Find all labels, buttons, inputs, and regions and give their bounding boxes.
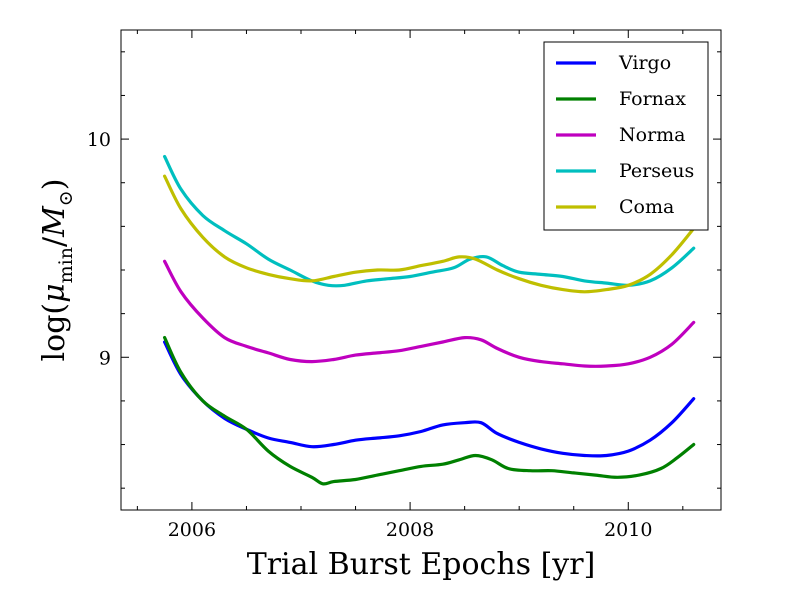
y-label-mu: μ: [37, 283, 72, 303]
x-tick-label: 2008: [386, 519, 434, 541]
y-label-pre: log(: [37, 303, 72, 362]
plot-lines: [163, 154, 696, 486]
x-axis-label: Trial Burst Epochs [yr]: [247, 547, 596, 582]
legend-label-fornax: Fornax: [619, 88, 686, 110]
axis-ticks: 2006 2008 2010 9 10: [87, 30, 721, 541]
legend-label-norma: Norma: [619, 124, 686, 146]
y-label-slash: /: [37, 236, 72, 247]
x-tick-label: 2010: [604, 519, 652, 541]
series-line-virgo: [163, 340, 696, 458]
legend-label-virgo: Virgo: [618, 52, 671, 74]
series-line-norma: [163, 259, 696, 368]
y-tick-label: 10: [87, 129, 111, 151]
y-label-sun: ⊙: [55, 190, 77, 206]
series-line-fornax: [163, 336, 696, 486]
legend: Virgo Fornax Norma Perseus Coma: [543, 41, 709, 231]
y-label-m: M: [37, 205, 72, 238]
y-tick-label: 9: [99, 347, 111, 369]
legend-label-coma: Coma: [619, 196, 674, 218]
y-axis-label: log(μmin/M⊙): [37, 179, 77, 362]
y-label-sub: min: [55, 247, 77, 283]
series-line-perseus: [163, 154, 696, 288]
y-label-post: ): [37, 179, 72, 191]
legend-label-perseus: Perseus: [619, 160, 694, 182]
series-line-coma: [163, 174, 696, 294]
x-tick-label: 2006: [168, 519, 216, 541]
